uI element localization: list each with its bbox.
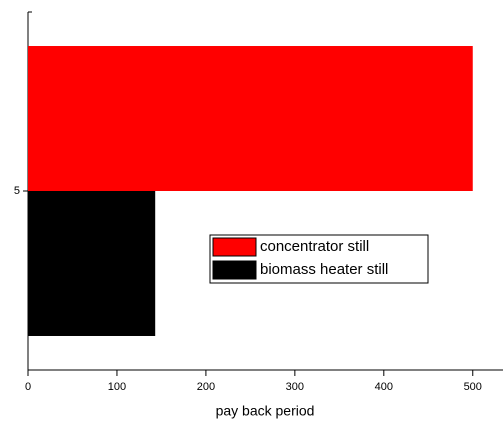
x-tick-label: 400 [375,381,393,393]
bar [28,191,156,336]
x-axis-title: pay back period [216,403,315,419]
legend-swatch [212,237,257,257]
x-tick-label: 200 [197,381,215,393]
x-tick-label: 100 [108,381,126,393]
x-tick-label: 500 [464,381,482,393]
bar [28,46,473,192]
legend-swatch [212,260,257,280]
legend-label: biomass heater still [260,261,388,278]
x-tick-label: 300 [286,381,304,393]
y-tick-label: 5 [14,185,20,197]
legend-label: concentrator still [260,238,369,255]
x-tick-label: 0 [25,381,31,393]
